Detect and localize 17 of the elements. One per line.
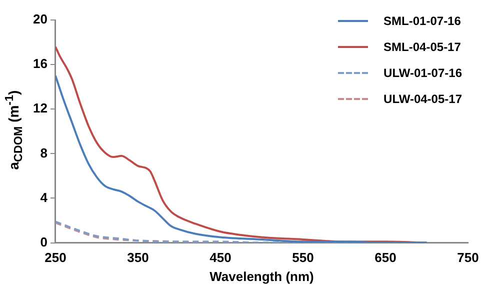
- x-tick-label: 350: [127, 250, 149, 266]
- legend-label: ULW-04-05-17: [384, 92, 462, 106]
- legend-label: SML-04-05-17: [384, 40, 461, 54]
- x-tick-label: 550: [292, 250, 314, 266]
- y-tick-label: 4: [40, 190, 48, 205]
- x-tick-label: 450: [210, 250, 232, 266]
- x-axis-title: Wavelength (nm): [210, 268, 314, 284]
- x-tick-label: 250: [44, 250, 66, 266]
- legend-label: SML-01-07-16: [384, 14, 461, 28]
- x-tick-label: 750: [457, 250, 479, 266]
- y-tick-label: 8: [40, 145, 48, 160]
- x-tick-label: 650: [374, 250, 396, 266]
- y-tick-label: 12: [32, 100, 48, 116]
- y-tick-label: 16: [32, 56, 48, 72]
- y-tick-label: 0: [40, 234, 48, 250]
- legend-label: ULW-01-07-16: [384, 66, 462, 80]
- y-tick-label: 20: [32, 12, 48, 27]
